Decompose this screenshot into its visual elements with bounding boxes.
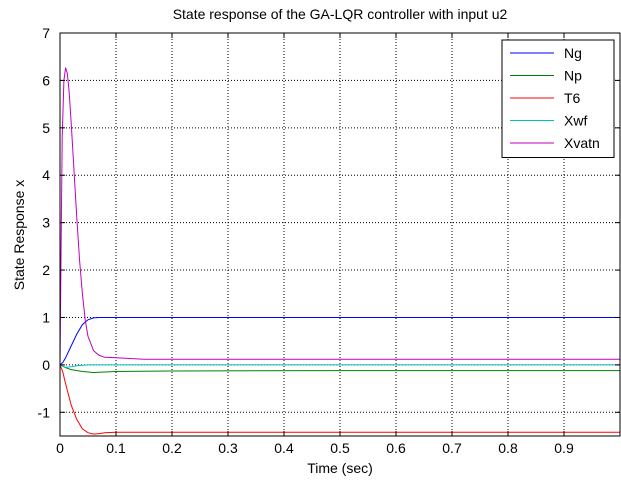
legend-label-xwf: Xwf — [564, 113, 587, 129]
legend-box — [501, 39, 615, 158]
legend-label-ng: Ng — [564, 45, 582, 61]
y-tick-label: 0 — [42, 357, 50, 373]
y-tick-label: 3 — [42, 215, 50, 231]
series-layer — [59, 67, 620, 435]
x-axis-label: Time (sec) — [307, 460, 373, 476]
x-tick-label: 0.6 — [386, 440, 406, 456]
series-line-xwf — [59, 364, 620, 368]
x-tick-label: 0 — [56, 440, 64, 456]
x-tick-label: 0.4 — [274, 440, 294, 456]
x-tick-label: 0.9 — [554, 440, 574, 456]
series-line-t6 — [59, 364, 620, 435]
y-axis-label: State Response x — [11, 180, 27, 291]
x-tick-label: 0.2 — [162, 440, 182, 456]
y-tick-label: 6 — [42, 72, 50, 88]
x-tick-label: 0.1 — [106, 440, 126, 456]
axes: 0 0.1 0.2 0.3 0.4 0.5 0.6 0.7 0.8 0.9 -1 0 1 2 3 4 5 6 7 — [38, 25, 620, 456]
chart-title: State response of the GA-LQR controller … — [173, 6, 508, 22]
legend-label-xvatn: Xvatn — [564, 135, 600, 151]
y-tick-label: -1 — [38, 404, 51, 420]
x-tick-label: 0.5 — [330, 440, 350, 456]
x-tick-label: 0.8 — [498, 440, 518, 456]
legend-label-t6: T6 — [564, 90, 581, 106]
x-tick-label: 0.3 — [218, 440, 238, 456]
legend-label-np: Np — [564, 68, 582, 84]
y-tick-label: 7 — [42, 25, 50, 41]
y-tick-label: 5 — [42, 120, 50, 136]
series-line-ng — [59, 317, 620, 366]
x-tick-label: 0.7 — [442, 440, 462, 456]
y-tick-label: 2 — [42, 262, 50, 278]
legend: Ng Np T6 Xwf Xvatn — [501, 39, 615, 158]
y-tick-label: 4 — [42, 167, 50, 183]
series-line-xvatn — [59, 67, 620, 365]
grid — [60, 33, 620, 436]
y-tick-label: 1 — [42, 309, 50, 325]
